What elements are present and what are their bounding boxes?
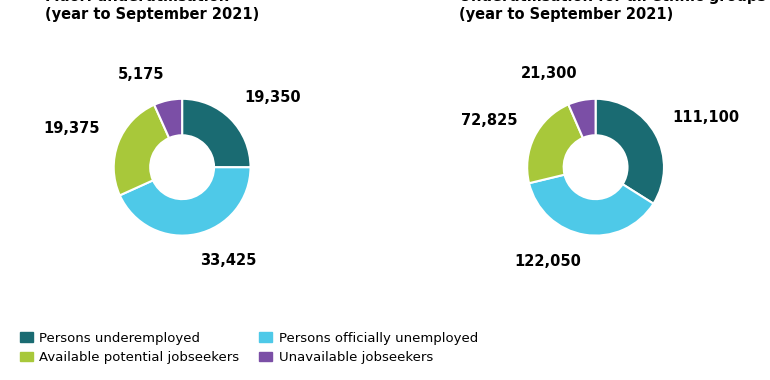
- Text: Māori underutilisation
(year to September 2021): Māori underutilisation (year to Septembe…: [45, 0, 259, 22]
- Wedge shape: [529, 175, 654, 236]
- Wedge shape: [154, 99, 182, 138]
- Wedge shape: [527, 105, 583, 183]
- Wedge shape: [114, 105, 169, 195]
- Text: Underutilisation for all ethnic groups
(year to September 2021): Underutilisation for all ethnic groups (…: [459, 0, 766, 22]
- Text: 72,825: 72,825: [460, 113, 517, 128]
- Text: 19,375: 19,375: [44, 121, 100, 136]
- Text: 19,350: 19,350: [244, 90, 301, 105]
- Text: 111,100: 111,100: [672, 110, 739, 125]
- Wedge shape: [568, 99, 595, 138]
- Legend: Persons underemployed, Available potential jobseekers, Persons officially unempl: Persons underemployed, Available potenti…: [15, 326, 484, 370]
- Text: 122,050: 122,050: [514, 253, 581, 269]
- Wedge shape: [120, 167, 250, 236]
- Wedge shape: [595, 99, 664, 204]
- Text: 33,425: 33,425: [200, 253, 257, 268]
- Wedge shape: [182, 99, 250, 167]
- Text: 5,175: 5,175: [117, 66, 164, 82]
- Text: 21,300: 21,300: [521, 66, 578, 81]
